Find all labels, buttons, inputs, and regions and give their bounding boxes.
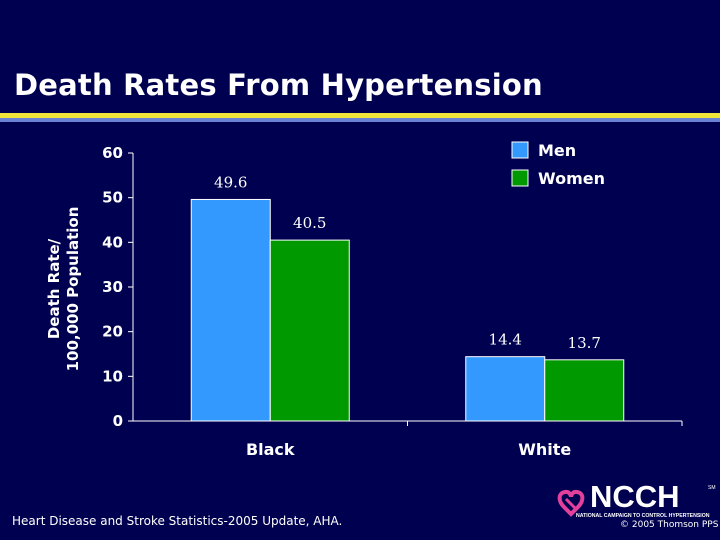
copyright: © 2005 Thomson PPS [620,520,719,530]
y-axis-label: Death Rate/ 100,000 Population [45,189,83,389]
source-citation: Heart Disease and Stroke Statistics-2005… [12,514,343,528]
bar-men-black [190,198,271,422]
data-label: 40.5 [293,214,326,232]
y-axis-label-line-2: 100,000 Population [64,206,82,372]
ncch-logo: NCCH SM NATIONAL CAMPAIGN TO CONTROL HYP… [557,479,716,519]
y-tick-label: 20 [102,323,123,341]
data-label: 14.4 [489,331,522,349]
title-divider-blue [0,118,720,122]
slide-title: Death Rates From Hypertension [14,68,543,102]
title-divider-yellow [0,113,720,118]
x-category-label: White [518,440,571,459]
y-tick-label: 10 [102,367,123,385]
y-tick-label: 40 [102,233,123,251]
y-tick-label: 60 [102,144,123,162]
legend-label-women: Women [538,169,605,188]
heart-ribbon-icon [557,489,585,517]
legend-label-men: Men [538,141,576,160]
x-category-label: Black [246,440,295,459]
logo-tagline: NATIONAL CAMPAIGN TO CONTROL HYPERTENSIO… [576,513,710,519]
bar-women-black [269,239,350,422]
logo-service-mark: SM [708,485,716,491]
logo-text: NCCH [590,479,680,514]
y-tick-label: 0 [113,412,123,430]
y-tick-label: 30 [102,278,123,296]
y-axis-label-line-1: Death Rate/ [45,238,63,340]
legend-swatch-men [511,141,529,159]
bar-women-white [544,359,625,422]
bar-men-white [465,356,546,422]
legend-swatch-women [511,169,529,187]
y-tick-label: 50 [102,189,123,207]
data-label: 49.6 [214,173,247,191]
data-label: 13.7 [568,334,601,352]
